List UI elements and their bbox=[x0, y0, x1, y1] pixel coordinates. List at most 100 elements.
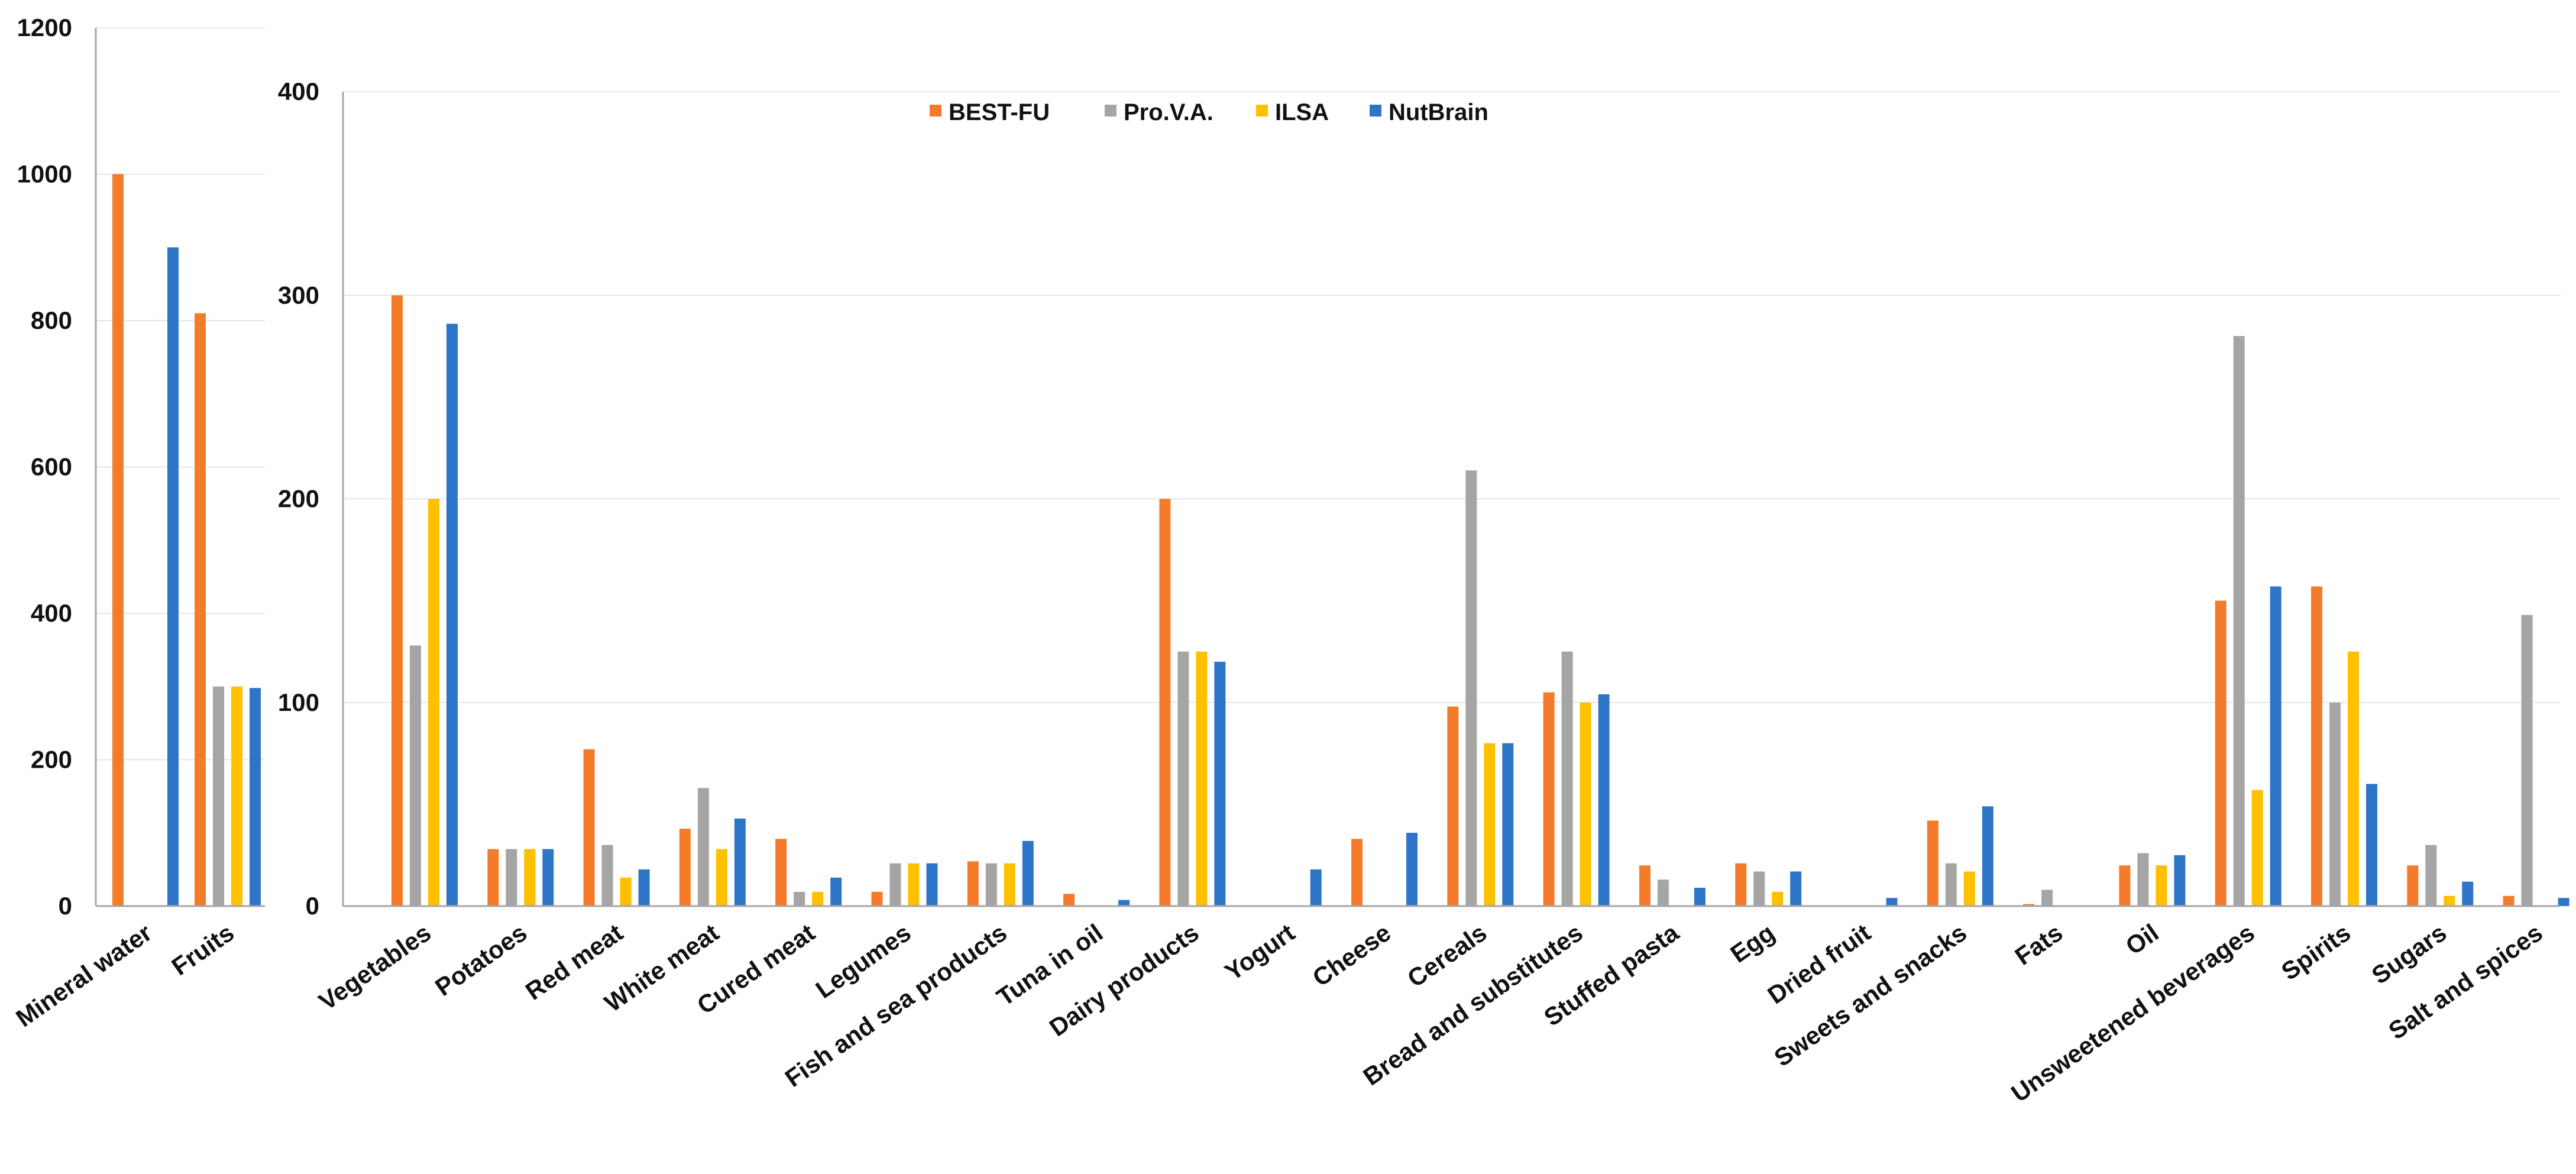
bar-cured-meat-ilsa bbox=[812, 891, 824, 906]
bar-egg-nutbrain bbox=[1790, 871, 1802, 906]
bar-fruits-pro-v-a bbox=[213, 686, 224, 906]
bar-cheese-nutbrain bbox=[1406, 833, 1418, 906]
bar-potatoes-nutbrain bbox=[542, 849, 554, 906]
bar-egg-pro-v-a bbox=[1753, 871, 1765, 906]
bar-vegetables-ilsa bbox=[428, 499, 439, 906]
bar-stuffed-pasta-nutbrain bbox=[1694, 888, 1706, 906]
legend-label-pro-v-a: Pro.V.A. bbox=[1124, 99, 1213, 125]
bar-oil-pro-v-a bbox=[2137, 853, 2149, 906]
bar-spirits-pro-v-a bbox=[2329, 702, 2341, 906]
legend-label-nutbrain: NutBrain bbox=[1389, 99, 1488, 125]
bar-sweets-and-snacks-ilsa bbox=[1963, 871, 1975, 906]
legend-swatch-nutbrain bbox=[1370, 105, 1381, 117]
bar-dairy-products-ilsa bbox=[1196, 651, 1208, 906]
bar-dairy-products-pro-v-a bbox=[1177, 651, 1189, 906]
bar-spirits-ilsa bbox=[2348, 651, 2359, 906]
bar-spirits-best-fu bbox=[2311, 586, 2322, 906]
bar-cereals-nutbrain bbox=[1502, 743, 1514, 906]
bar-sugars-ilsa bbox=[2444, 895, 2455, 906]
y-tick-label-left: 600 bbox=[31, 453, 72, 481]
bar-red-meat-ilsa bbox=[620, 877, 632, 906]
x-tick-label-potatoes: Potatoes bbox=[430, 918, 532, 1001]
bar-fruits-best-fu bbox=[195, 313, 206, 906]
bar-fats-pro-v-a bbox=[2041, 890, 2053, 906]
bar-white-meat-ilsa bbox=[716, 849, 727, 906]
x-tick-label-yogurt: Yogurt bbox=[1220, 918, 1300, 986]
bar-oil-best-fu bbox=[2119, 865, 2131, 906]
bar-bread-and-substitutes-pro-v-a bbox=[1561, 651, 1573, 906]
x-tick-label-cheese: Cheese bbox=[1308, 918, 1396, 992]
bar-vegetables-pro-v-a bbox=[410, 645, 421, 906]
bar-sweets-and-snacks-best-fu bbox=[1927, 820, 1939, 906]
bar-cereals-pro-v-a bbox=[1465, 470, 1477, 906]
bar-cheese-best-fu bbox=[1351, 839, 1363, 906]
legend-label-best-fu: BEST-FU bbox=[949, 99, 1050, 125]
bar-sugars-nutbrain bbox=[2462, 881, 2474, 906]
bar-dairy-products-nutbrain bbox=[1214, 661, 1226, 906]
bar-stuffed-pasta-pro-v-a bbox=[1657, 879, 1669, 906]
bar-fats-best-fu bbox=[2023, 904, 2035, 906]
x-tick-label-oil: Oil bbox=[2121, 918, 2164, 960]
bar-legumes-pro-v-a bbox=[889, 863, 901, 906]
legend-swatch-pro-v-a bbox=[1105, 105, 1117, 117]
bar-salt-and-spices-best-fu bbox=[2503, 895, 2514, 906]
bar-fish-and-sea-products-ilsa bbox=[1004, 863, 1015, 906]
bar-sugars-pro-v-a bbox=[2425, 845, 2437, 906]
bar-mineral-water-nutbrain bbox=[167, 247, 179, 906]
bar-cured-meat-nutbrain bbox=[830, 877, 842, 906]
bar-egg-best-fu bbox=[1735, 863, 1747, 906]
y-tick-label-right: 200 bbox=[278, 485, 319, 513]
bar-fish-and-sea-products-best-fu bbox=[967, 861, 979, 906]
bar-unsweetened-beverages-pro-v-a bbox=[2233, 336, 2245, 906]
y-tick-label-right: 300 bbox=[278, 281, 319, 309]
x-tick-label-vegetables: Vegetables bbox=[313, 918, 436, 1015]
bar-salt-and-spices-nutbrain bbox=[2558, 898, 2569, 906]
bar-red-meat-pro-v-a bbox=[601, 845, 613, 906]
x-tick-label-fats: Fats bbox=[2010, 918, 2068, 971]
y-tick-label-left: 0 bbox=[59, 892, 72, 920]
bar-sweets-and-snacks-nutbrain bbox=[1982, 806, 1994, 906]
y-tick-label-left: 400 bbox=[31, 599, 72, 627]
bar-fish-and-sea-products-nutbrain bbox=[1022, 840, 1034, 906]
y-tick-label-left: 200 bbox=[31, 746, 72, 774]
bar-legumes-nutbrain bbox=[926, 863, 938, 906]
bar-unsweetened-beverages-nutbrain bbox=[2270, 586, 2281, 906]
bar-white-meat-nutbrain bbox=[734, 818, 746, 906]
x-tick-label-mineral-water: Mineral water bbox=[11, 918, 157, 1032]
bar-potatoes-ilsa bbox=[524, 849, 536, 906]
bar-oil-ilsa bbox=[2156, 865, 2167, 906]
y-tick-label-left: 1000 bbox=[17, 160, 72, 188]
bar-stuffed-pasta-best-fu bbox=[1639, 865, 1651, 906]
x-tick-label-egg: Egg bbox=[1725, 918, 1779, 968]
bar-cereals-ilsa bbox=[1484, 743, 1496, 906]
bar-tuna-in-oil-best-fu bbox=[1063, 894, 1075, 906]
y-tick-label-left: 800 bbox=[31, 306, 72, 334]
y-tick-label-right: 400 bbox=[278, 77, 319, 105]
legend-swatch-best-fu bbox=[930, 105, 941, 117]
bar-bread-and-substitutes-best-fu bbox=[1543, 692, 1555, 906]
bar-potatoes-pro-v-a bbox=[506, 849, 517, 906]
bar-sweets-and-snacks-pro-v-a bbox=[1945, 863, 1957, 906]
bar-white-meat-best-fu bbox=[679, 829, 691, 906]
x-tick-label-cereals: Cereals bbox=[1402, 918, 1491, 993]
bar-bread-and-substitutes-ilsa bbox=[1580, 702, 1591, 906]
bar-egg-ilsa bbox=[1772, 891, 1784, 906]
bar-cereals-best-fu bbox=[1447, 706, 1459, 906]
bar-dairy-products-best-fu bbox=[1159, 499, 1171, 906]
bar-red-meat-best-fu bbox=[583, 749, 595, 906]
bar-bread-and-substitutes-nutbrain bbox=[1598, 694, 1610, 906]
bar-oil-nutbrain bbox=[2174, 855, 2186, 906]
bar-fruits-ilsa bbox=[231, 686, 242, 906]
x-tick-label-sugars: Sugars bbox=[2367, 918, 2452, 989]
bar-fruits-nutbrain bbox=[250, 688, 261, 906]
bar-unsweetened-beverages-best-fu bbox=[2215, 600, 2227, 906]
bar-mineral-water-best-fu bbox=[112, 174, 124, 906]
bar-fish-and-sea-products-pro-v-a bbox=[985, 863, 997, 906]
bar-cured-meat-best-fu bbox=[775, 839, 787, 906]
bar-sugars-best-fu bbox=[2407, 865, 2419, 906]
bar-legumes-ilsa bbox=[908, 863, 920, 906]
bar-spirits-nutbrain bbox=[2366, 784, 2377, 906]
bar-yogurt-nutbrain bbox=[1310, 869, 1322, 906]
